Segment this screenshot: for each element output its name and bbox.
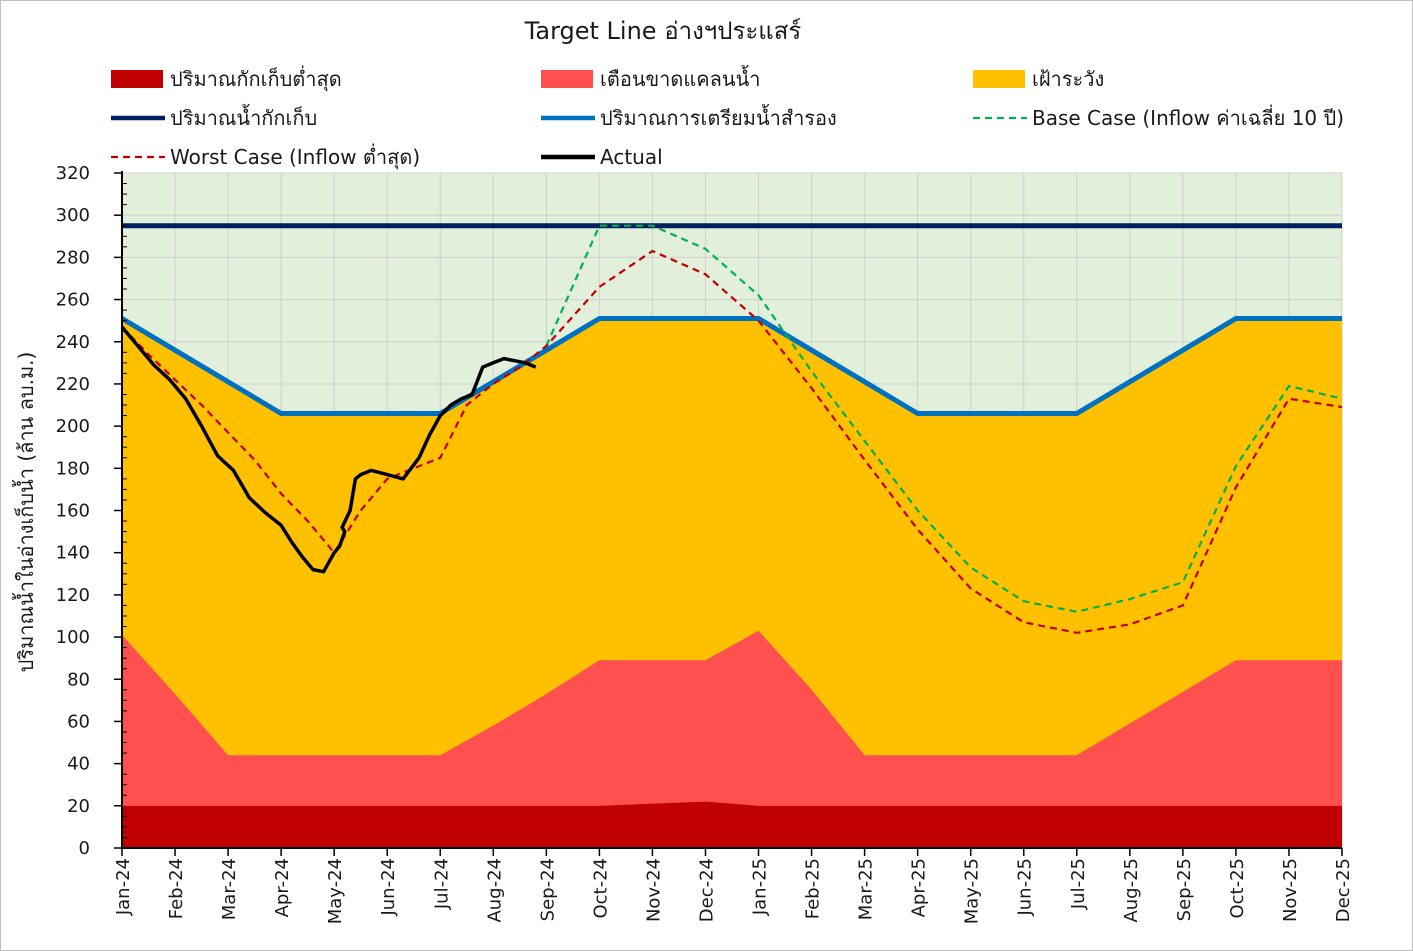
y-tick-label: 180	[56, 458, 90, 479]
legend-label: Base Case (Inflow ค่าเฉลี่ย 10 ปี)	[1032, 104, 1344, 130]
x-tick-label: Oct-24	[590, 858, 611, 919]
line-series	[120, 325, 537, 574]
legend-label: Actual	[600, 145, 663, 169]
x-tick-label: Jul-25	[1068, 858, 1089, 910]
y-tick-label: 40	[67, 754, 90, 775]
y-axis-title: ปริมาณน้ำในอ่างเก็บน้ำ (ล้าน ลบ.ม.)	[12, 352, 38, 673]
y-tick-label: 200	[56, 416, 90, 437]
legend-label: ปริมาณกักเก็บต่ำสุด	[170, 65, 342, 92]
y-tick-label: 260	[56, 290, 90, 311]
area-series	[122, 318, 1342, 848]
x-tick-label: Aug-24	[484, 858, 505, 923]
y-tick-label: 280	[56, 247, 90, 268]
y-tick-label: 20	[67, 796, 90, 817]
y-tick-label: 120	[56, 585, 90, 606]
x-tick-label: Mar-25	[856, 858, 877, 920]
legend-swatch	[973, 70, 1025, 88]
x-tick-label: Jun-25	[1015, 858, 1036, 917]
y-tick-label: 80	[67, 669, 90, 690]
x-tick-label: Dec-25	[1333, 858, 1354, 922]
plot-area	[120, 172, 1343, 849]
y-tick-label: 240	[56, 332, 90, 353]
x-tick-label: Sep-24	[537, 858, 558, 921]
legend-label: ปริมาณน้ำกักเก็บ	[170, 104, 317, 130]
chart-legend: ปริมาณกักเก็บต่ำสุด เตือนขาดแคลนน้ำ เฝ้าระ…	[111, 65, 1344, 170]
x-tick-label: Jul-24	[431, 858, 452, 910]
legend-label: ปริมาณการเตรียมน้ำสำรอง	[600, 104, 837, 130]
chart-axes: 0 20 40 60 80 100 120 140 160 180 200 220 240 260 280 3…	[56, 163, 1354, 924]
y-tick-label: 220	[56, 374, 90, 395]
y-tick-label: 140	[56, 543, 90, 564]
area-series	[122, 801, 1342, 848]
x-tick-label: Apr-24	[272, 858, 293, 917]
x-tick-label: Dec-24	[696, 858, 717, 922]
x-tick-label: Feb-24	[166, 858, 187, 919]
y-tick-label: 320	[56, 163, 90, 184]
x-tick-label: Sep-25	[1174, 858, 1195, 921]
y-tick-label: 300	[56, 205, 90, 226]
x-tick-label: Mar-24	[219, 858, 240, 920]
x-tick-label: Nov-25	[1280, 858, 1301, 922]
legend-label: Worst Case (Inflow ต่ำสุด)	[170, 143, 420, 170]
line-series	[545, 224, 1343, 613]
x-tick-label: May-25	[962, 858, 983, 924]
y-tick-label: 160	[56, 501, 90, 522]
x-tick-label: Aug-25	[1121, 858, 1142, 923]
x-tick-label: Apr-25	[909, 858, 930, 917]
chart-title: Target Line อ่างฯประแสร์	[524, 17, 802, 45]
x-tick-label: Oct-25	[1227, 858, 1248, 919]
y-tick-label: 100	[56, 627, 90, 648]
x-tick-label: Jan-24	[113, 858, 134, 916]
line-series	[121, 249, 1343, 634]
y-tick-label: 0	[79, 838, 90, 859]
x-tick-label: Jun-24	[378, 858, 399, 917]
x-tick-label: Nov-24	[643, 858, 664, 922]
legend-label: เฝ้าระวัง	[1032, 67, 1104, 91]
area-series	[122, 630, 1342, 848]
legend-swatch	[111, 70, 163, 88]
x-tick-label: Feb-25	[803, 858, 824, 919]
x-tick-label: Jan-25	[750, 858, 771, 916]
legend-swatch	[541, 70, 593, 88]
legend-label: เตือนขาดแคลนน้ำ	[600, 65, 761, 91]
x-tick-label: May-24	[325, 858, 346, 924]
line-series	[120, 316, 1342, 416]
y-tick-label: 60	[67, 711, 90, 732]
